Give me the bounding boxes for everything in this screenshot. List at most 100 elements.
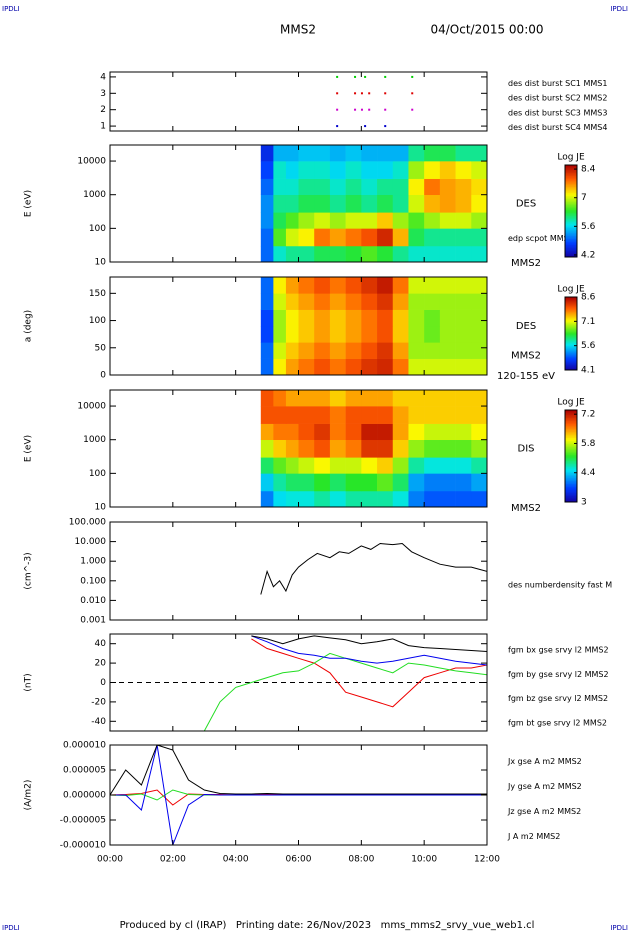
y-tick-label: 0.000005 (63, 766, 106, 776)
colorbar-step (565, 218, 577, 221)
series-line (251, 638, 487, 708)
colorbar-step (565, 169, 577, 172)
heatmap-cell (361, 473, 378, 492)
colorbar-step (565, 320, 577, 322)
colorbar-frame (564, 409, 578, 503)
colorbar-step (565, 184, 577, 187)
colorbar-step (565, 495, 577, 498)
colorbar-step (565, 315, 577, 317)
colorbar-step (565, 217, 577, 220)
heatmap-cell (471, 309, 488, 327)
y-axis-label: (cm^-3) (24, 552, 34, 589)
colorbar-step (565, 417, 577, 420)
colorbar-step (565, 171, 577, 174)
heatmap-cell (260, 358, 274, 376)
colorbar-step (565, 321, 577, 323)
heatmap-cell (273, 457, 287, 474)
point (336, 92, 339, 95)
colorbar-step (565, 494, 577, 497)
heatmap-cell (377, 457, 394, 474)
series-line (110, 745, 487, 845)
heatmap-cell (361, 277, 378, 294)
colorbar-step (565, 238, 577, 241)
colorbar-step (565, 482, 577, 484)
heatmap-cell (345, 228, 362, 247)
heatmap-cell (273, 473, 287, 492)
heatmap-cell (455, 358, 472, 376)
heatmap-cell (424, 277, 441, 294)
colorbar-step (565, 340, 577, 343)
heatmap-cell (298, 473, 315, 492)
heatmap-cell (408, 326, 425, 343)
y-tick-label: 2 (100, 105, 106, 115)
heatmap-cell (329, 194, 346, 213)
heatmap-cell (439, 145, 456, 162)
colorbar-step (565, 334, 577, 337)
side-label: DES (516, 199, 536, 210)
colorbar-step (565, 247, 577, 250)
side-label: DIS (518, 444, 535, 455)
y-tick-label: -40 (91, 717, 106, 727)
colorbar-step (565, 249, 577, 252)
heatmap-cell (392, 212, 409, 229)
heatmap-cell (260, 228, 274, 247)
colorbar-step (565, 451, 577, 454)
colorbar-step (565, 255, 577, 258)
heatmap-cell (260, 439, 274, 458)
heatmap-cell (455, 293, 472, 310)
heatmap-cell (345, 390, 362, 407)
heatmap-cell (345, 178, 362, 196)
colorbar-step (565, 332, 577, 334)
heatmap-cell (424, 490, 441, 508)
heatmap-cell (361, 194, 378, 213)
heatmap-cell (392, 245, 409, 263)
colorbar-step (565, 227, 577, 230)
heatmap-cell (392, 309, 409, 327)
legend-label: Jx gse A m2 MMS2 (507, 757, 582, 766)
series-line (251, 635, 487, 652)
heatmap-cell (439, 245, 456, 263)
colorbar-step (565, 328, 577, 331)
heatmap-cell (329, 293, 346, 310)
heatmap-cell (345, 245, 362, 263)
heatmap-cell (260, 326, 274, 343)
colorbar-step (565, 414, 577, 417)
point (364, 75, 367, 78)
colorbar-step (565, 465, 577, 468)
heatmap-cell (408, 342, 425, 359)
heatmap-cell (345, 406, 362, 424)
heatmap-cell (471, 145, 488, 162)
heatmap-cell (329, 342, 346, 359)
heatmap-cell (377, 473, 394, 492)
heatmap-cell (298, 245, 315, 263)
heatmap-cell (345, 358, 362, 376)
heatmap-cell (439, 473, 456, 492)
colorbar-step (565, 195, 577, 198)
heatmap-cell (260, 423, 274, 441)
heatmap-cell (273, 309, 287, 327)
colorbar-step (565, 360, 577, 362)
corner-tag: IPDLI (2, 924, 20, 932)
heatmap-cell (439, 194, 456, 213)
colorbar-step (565, 204, 577, 207)
colorbar-step (565, 457, 577, 460)
heatmap-cell (345, 161, 362, 179)
colorbar-step (565, 452, 577, 455)
colorbar-step (565, 183, 577, 186)
legend-label: Jy gse A m2 MMS2 (507, 782, 582, 791)
heatmap-cell (298, 178, 315, 196)
heatmap-cell (361, 245, 378, 263)
heatmap-cell (329, 228, 346, 247)
heatmap-cell (285, 457, 299, 474)
heatmap-cell (285, 178, 299, 196)
heatmap-cell (424, 178, 441, 196)
heatmap-cell (377, 194, 394, 213)
heatmap-cell (424, 423, 441, 441)
heatmap-cell (439, 309, 456, 327)
legend-label: fgm bx gse srvy l2 MMS2 (508, 646, 609, 655)
y-axis-label: a (deg) (24, 310, 34, 342)
point (354, 92, 357, 95)
colorbar-step (565, 309, 577, 311)
corner-tag: IPDLI (610, 924, 628, 932)
colorbar-step (565, 203, 577, 206)
